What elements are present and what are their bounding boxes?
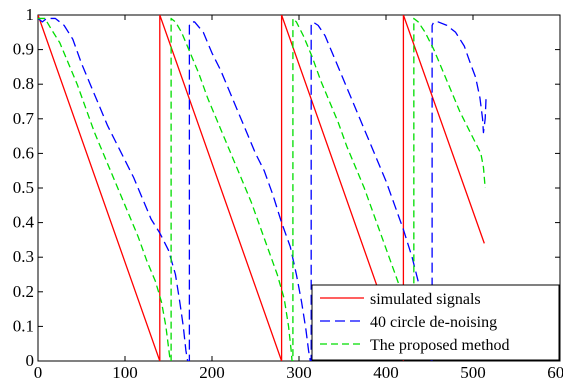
x-tick-label-500: 500 bbox=[460, 363, 486, 382]
x-tick-label-0: 0 bbox=[34, 363, 43, 382]
y-tick-label-0-6: 0.6 bbox=[13, 143, 34, 162]
legend-label-simulated-signals: simulated signals bbox=[370, 291, 481, 308]
series-line-40-circle-de-noising bbox=[38, 17, 487, 361]
y-tick-label-0-3: 0.3 bbox=[13, 247, 34, 266]
y-tick-label-0-1: 0.1 bbox=[13, 316, 34, 335]
series-line-the-proposed-method bbox=[38, 17, 486, 361]
y-tick-label-0: 0 bbox=[26, 351, 35, 370]
series-layer bbox=[38, 15, 487, 361]
y-tick-label-0-8: 0.8 bbox=[13, 74, 34, 93]
series-line-simulated-signals bbox=[38, 15, 485, 361]
x-tick-label-100: 100 bbox=[112, 363, 138, 382]
y-tick-label-0-7: 0.7 bbox=[13, 109, 35, 128]
x-tick-label-200: 200 bbox=[199, 363, 225, 382]
legend-label-the-proposed-method: The proposed method bbox=[370, 337, 510, 354]
x-tick-label-600: 600 bbox=[547, 363, 563, 382]
y-tick-label-0-2: 0.2 bbox=[13, 282, 34, 301]
legend: simulated signals 40 circle de-noising T… bbox=[311, 284, 560, 361]
y-tick-label-0-9: 0.9 bbox=[13, 40, 34, 59]
y-axis: 0 0.1 0.2 0.3 0.4 0.5 0.6 0.7 0.8 0.9 1 bbox=[13, 5, 560, 370]
x-axis: 0 100 200 300 400 500 600 bbox=[34, 15, 563, 382]
legend-label-40-circle-de-noising: 40 circle de-noising bbox=[370, 314, 497, 331]
y-tick-label-0-5: 0.5 bbox=[13, 178, 34, 197]
x-tick-label-300: 300 bbox=[286, 363, 312, 382]
x-tick-label-400: 400 bbox=[373, 363, 399, 382]
y-tick-label-0-4: 0.4 bbox=[13, 213, 35, 232]
y-tick-label-1: 1 bbox=[26, 5, 35, 24]
